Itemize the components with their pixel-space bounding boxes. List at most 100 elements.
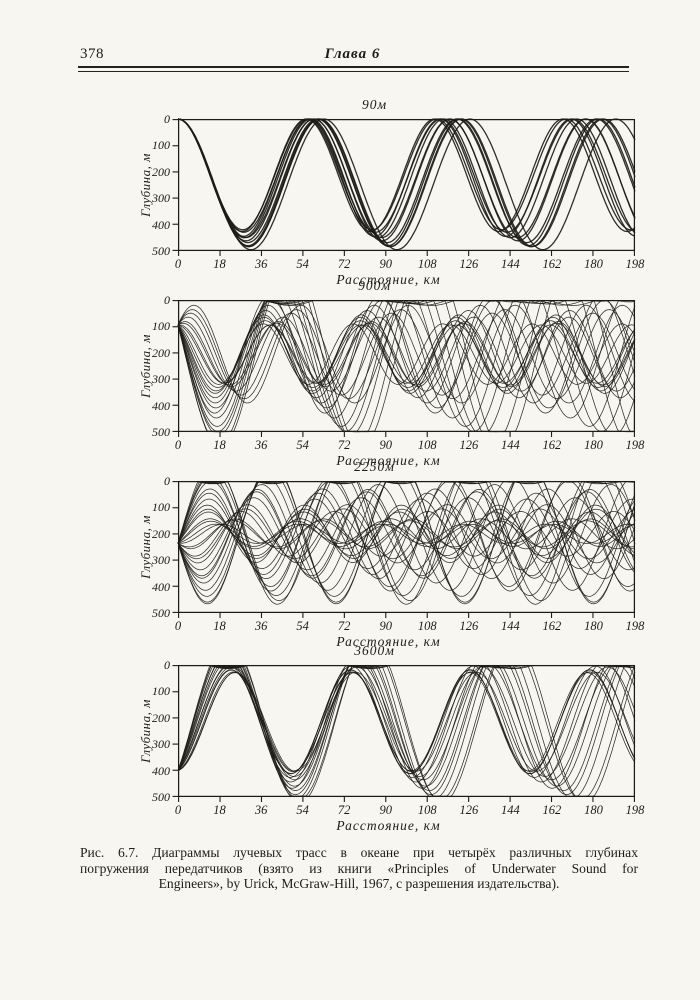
sound-ray-path <box>177 304 636 404</box>
x-tick-label: 162 <box>542 619 562 633</box>
x-tick-label: 144 <box>500 257 520 271</box>
y-tick-label: 500 <box>152 790 170 804</box>
sound-ray-path <box>177 321 636 387</box>
y-tick-label: 400 <box>152 763 170 778</box>
x-tick-label: 144 <box>500 803 520 817</box>
panel-title: 900м <box>358 278 391 293</box>
x-tick-label: 90 <box>379 257 392 271</box>
sound-ray-path <box>177 118 636 239</box>
sound-ray-path <box>177 481 636 587</box>
x-tick-label: 162 <box>542 257 562 271</box>
y-tick-label: 500 <box>152 606 170 620</box>
x-tick-label: 180 <box>584 619 603 633</box>
sound-ray-path <box>177 323 636 385</box>
x-axis-label: Расстояние, км <box>336 453 441 468</box>
sound-ray-path <box>177 665 636 797</box>
sound-ray-path <box>177 316 636 392</box>
panel-title: 3600м <box>354 643 395 658</box>
y-tick-label: 100 <box>152 138 170 153</box>
sound-ray-path <box>177 481 636 597</box>
sound-ray-path <box>177 118 636 233</box>
y-tick-label: 100 <box>152 500 170 515</box>
sound-ray-path <box>177 665 636 778</box>
sound-ray-path <box>177 118 636 248</box>
y-tick-label: 200 <box>152 710 170 725</box>
y-tick-label: 500 <box>152 425 170 439</box>
page-header: 378 Глава 6 <box>78 46 627 66</box>
y-tick-label: 200 <box>152 345 170 360</box>
x-tick-label: 90 <box>379 803 392 817</box>
x-tick-label: 162 <box>542 803 562 817</box>
x-tick-label: 36 <box>254 619 268 633</box>
x-tick-label: 198 <box>625 438 645 452</box>
x-tick-label: 180 <box>584 257 603 271</box>
sound-ray-path <box>177 324 636 384</box>
sound-ray-path <box>177 118 636 248</box>
sound-ray-path <box>177 300 636 409</box>
y-tick-label: 400 <box>152 579 170 594</box>
sound-ray-path <box>177 300 636 414</box>
x-tick-label: 108 <box>417 803 437 817</box>
sound-ray-path <box>177 118 636 239</box>
x-tick-label: 54 <box>296 803 309 817</box>
x-tick-label: 90 <box>379 438 392 452</box>
x-tick-label: 126 <box>459 257 479 271</box>
x-tick-label: 0 <box>174 257 182 271</box>
y-tick-label: 400 <box>152 217 170 232</box>
x-tick-label: 90 <box>379 619 392 633</box>
y-tick-label: 0 <box>164 474 170 488</box>
ray-plot-canvas <box>172 664 636 802</box>
ray-plot-canvas <box>172 480 636 618</box>
x-tick-label: 144 <box>500 619 520 633</box>
y-tick-label: 300 <box>152 191 170 206</box>
x-tick-label: 18 <box>213 257 226 271</box>
y-axis-label: Глубина, м <box>138 515 153 579</box>
y-tick-label: 0 <box>164 658 170 672</box>
x-tick-label: 108 <box>417 438 437 452</box>
x-tick-label: 180 <box>584 438 603 452</box>
caption-line-3: Engineers», by Urick, McGraw-Hill, 1967,… <box>158 876 560 892</box>
caption-line-1: Рис. 6.7. Диаграммы лучевых трасс в океа… <box>80 845 638 860</box>
y-axis-label: Глубина, м <box>138 699 153 763</box>
sound-ray-path <box>177 520 636 547</box>
sound-ray-path <box>177 481 636 605</box>
sound-ray-path <box>177 511 636 556</box>
x-tick-label: 0 <box>174 438 182 452</box>
x-tick-label: 36 <box>254 438 268 452</box>
x-tick-label: 54 <box>296 257 309 271</box>
x-tick-label: 0 <box>174 803 182 817</box>
sound-ray-path <box>177 498 636 569</box>
sound-ray-path <box>177 497 636 571</box>
sound-ray-path <box>177 118 636 233</box>
sound-ray-path <box>177 300 636 432</box>
x-tick-label: 180 <box>584 803 603 817</box>
sound-ray-path <box>177 672 636 772</box>
figure-caption: Рис. 6.7. Диаграммы лучевых трасс в океа… <box>80 845 638 892</box>
sound-ray-path <box>177 118 636 242</box>
x-tick-label: 198 <box>625 803 645 817</box>
x-tick-label: 54 <box>296 438 309 452</box>
x-tick-label: 126 <box>459 619 479 633</box>
x-tick-label: 54 <box>296 619 309 633</box>
y-tick-label: 100 <box>152 319 170 334</box>
sound-ray-path <box>177 118 636 244</box>
y-tick-label: 300 <box>152 553 170 568</box>
panel-title: 90м <box>361 97 388 112</box>
y-tick-label: 0 <box>164 293 170 307</box>
sound-ray-path <box>177 492 636 575</box>
panel-title: 2250м <box>354 459 395 474</box>
y-tick-label: 500 <box>152 244 170 258</box>
sound-ray-path <box>177 300 636 433</box>
sound-ray-path <box>177 316 636 392</box>
page-number: 378 <box>80 46 104 62</box>
x-tick-label: 108 <box>417 257 437 271</box>
x-tick-label: 126 <box>459 803 479 817</box>
sound-ray-path <box>177 118 636 237</box>
sound-ray-path <box>177 312 636 396</box>
ray-plot-canvas <box>172 118 636 256</box>
sound-ray-path <box>177 300 636 433</box>
sound-ray-path <box>177 481 636 605</box>
sound-ray-path <box>177 300 636 432</box>
y-axis-label: Глубина, м <box>138 334 153 398</box>
